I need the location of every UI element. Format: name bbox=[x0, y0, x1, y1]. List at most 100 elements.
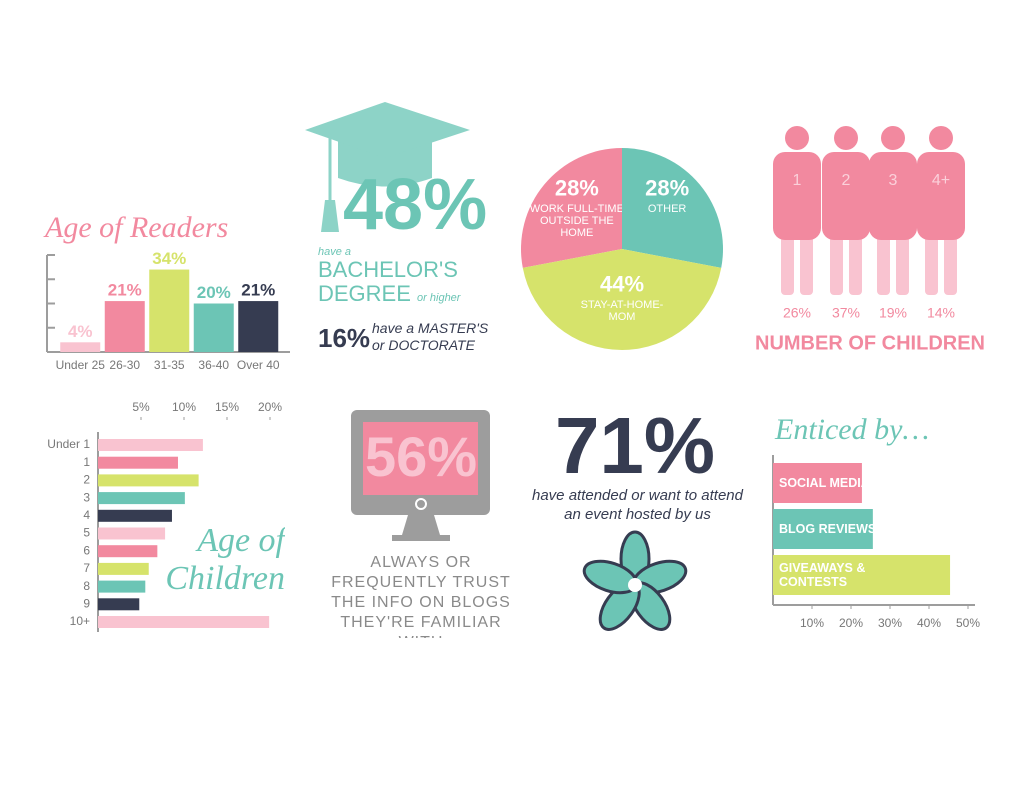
figure-head bbox=[881, 126, 905, 150]
slice-label: STAY-AT-HOME-MOM bbox=[580, 298, 664, 323]
y-tick-label: Under 1 bbox=[47, 437, 90, 451]
value-label: 4% bbox=[68, 322, 93, 341]
y-tick-label: 2 bbox=[83, 473, 90, 487]
bar-label-box: GIVEAWAYS & CONTESTS bbox=[779, 561, 866, 589]
bachelor-prefix: have a bbox=[318, 246, 352, 258]
figure-body bbox=[917, 152, 965, 240]
x-tick-label: 20% bbox=[839, 616, 863, 630]
masters-block: have a MASTER'S or DOCTORATE bbox=[372, 320, 489, 353]
child-figure bbox=[917, 126, 965, 295]
slice-value-label: 44% bbox=[600, 271, 644, 296]
figure-leg bbox=[781, 230, 794, 295]
bar bbox=[193, 303, 234, 352]
y-tick-label: 4 bbox=[83, 508, 90, 522]
bar bbox=[98, 439, 203, 451]
bar bbox=[98, 456, 178, 469]
value-label: 21% bbox=[108, 281, 142, 300]
value-label: 21% bbox=[241, 281, 275, 300]
bar-label: GIVEAWAYS & CONTESTS bbox=[779, 561, 866, 589]
masters-pct: 16% bbox=[318, 323, 370, 353]
x-tick-label: 31-35 bbox=[154, 358, 185, 372]
bar bbox=[773, 509, 873, 549]
chart-title: Age of Readers bbox=[43, 211, 228, 244]
y-tick-label: 9 bbox=[83, 596, 90, 610]
bar bbox=[98, 580, 146, 593]
bar bbox=[238, 301, 279, 352]
y-tick-label: 7 bbox=[83, 561, 90, 575]
x-tick-label: 10% bbox=[172, 400, 196, 414]
figure-leg bbox=[925, 230, 938, 295]
x-tick-label: 10% bbox=[800, 616, 824, 630]
slice-value-label: 28% bbox=[555, 175, 599, 200]
pie-slice bbox=[622, 148, 723, 268]
bar bbox=[98, 527, 166, 540]
chart-title: Age of Children bbox=[165, 522, 285, 597]
bachelor-label: BACHELOR'S DEGREE bbox=[318, 257, 458, 306]
slice-label-box: STAY-AT-HOME-MOM bbox=[580, 298, 664, 323]
figure-leg bbox=[877, 230, 890, 295]
x-tick-label: 15% bbox=[215, 400, 239, 414]
bar bbox=[98, 598, 140, 611]
bar bbox=[773, 463, 862, 503]
x-tick-label: 50% bbox=[956, 616, 980, 630]
slice-label: WORK FULL-TIME OUTSIDE THE HOME bbox=[529, 202, 624, 239]
figure-body bbox=[869, 152, 917, 240]
masters-label: have a MASTER'S or DOCTORATE bbox=[372, 320, 489, 353]
chart-title: Enticed by… bbox=[774, 413, 929, 446]
figure-head bbox=[929, 126, 953, 150]
figure-body bbox=[773, 152, 821, 240]
x-tick-label: 40% bbox=[917, 616, 941, 630]
x-tick-label: 26-30 bbox=[109, 358, 140, 372]
bar bbox=[149, 269, 190, 352]
value-label: 14% bbox=[927, 305, 955, 321]
bachelor-pct: 48% bbox=[343, 165, 487, 245]
graduation-cap bbox=[305, 102, 470, 232]
bar-label: SOCIAL MEDIA POSTS bbox=[779, 476, 916, 490]
figure-label: 2 bbox=[842, 172, 851, 189]
trust-label: ALWAYS OR FREQUENTLY TRUST THE INFO ON B… bbox=[331, 554, 511, 638]
bar bbox=[98, 562, 149, 575]
value-label: 37% bbox=[832, 305, 860, 321]
figure-label: 1 bbox=[793, 172, 802, 189]
y-tick-label: 3 bbox=[83, 490, 90, 504]
events-label: have attended or want to attend an event… bbox=[532, 487, 743, 523]
figure-label: 4+ bbox=[932, 172, 950, 189]
figure-head bbox=[834, 126, 858, 150]
child-figure bbox=[869, 126, 917, 295]
figure-leg bbox=[800, 230, 813, 295]
events-pct: 71% bbox=[555, 401, 715, 490]
x-tick-label: 30% bbox=[878, 616, 902, 630]
events-block: have attended or want to attend an event… bbox=[532, 487, 743, 523]
chart-title-box: Age of Children bbox=[165, 522, 285, 597]
child-figure bbox=[822, 126, 870, 295]
bar bbox=[98, 492, 185, 505]
monitor bbox=[351, 410, 490, 541]
pie-slice bbox=[522, 249, 722, 350]
chart-title: NUMBER OF CHILDREN bbox=[755, 332, 985, 354]
bachelor-block: have a BACHELOR'S DEGREE or higher bbox=[318, 246, 460, 306]
value-label: 20% bbox=[197, 283, 231, 302]
x-tick-label: 36-40 bbox=[198, 358, 229, 372]
x-tick-label: Under 25 bbox=[56, 358, 106, 372]
y-tick-label: 1 bbox=[83, 455, 90, 469]
flower bbox=[582, 530, 688, 631]
slice-label-box: OTHER bbox=[647, 202, 687, 215]
bar bbox=[98, 474, 199, 487]
slice-label: OTHER bbox=[647, 202, 687, 215]
bar-label-box: SOCIAL MEDIA POSTS bbox=[779, 476, 916, 490]
x-tick-label: 20% bbox=[258, 400, 282, 414]
figure-body bbox=[822, 152, 870, 240]
bar bbox=[60, 342, 101, 352]
value-label: 19% bbox=[879, 305, 907, 321]
slice-value-label: 28% bbox=[645, 175, 689, 200]
slice-label-box: WORK FULL-TIME OUTSIDE THE HOME bbox=[529, 202, 624, 239]
bar-label-box: BLOG REVIEWS bbox=[779, 522, 877, 536]
figure-leg bbox=[849, 230, 862, 295]
child-figure bbox=[773, 126, 821, 295]
value-label: 26% bbox=[783, 305, 811, 321]
bar-label: BLOG REVIEWS bbox=[779, 522, 877, 536]
bar bbox=[98, 509, 172, 522]
figure-label: 3 bbox=[889, 172, 898, 189]
bar bbox=[98, 545, 158, 558]
